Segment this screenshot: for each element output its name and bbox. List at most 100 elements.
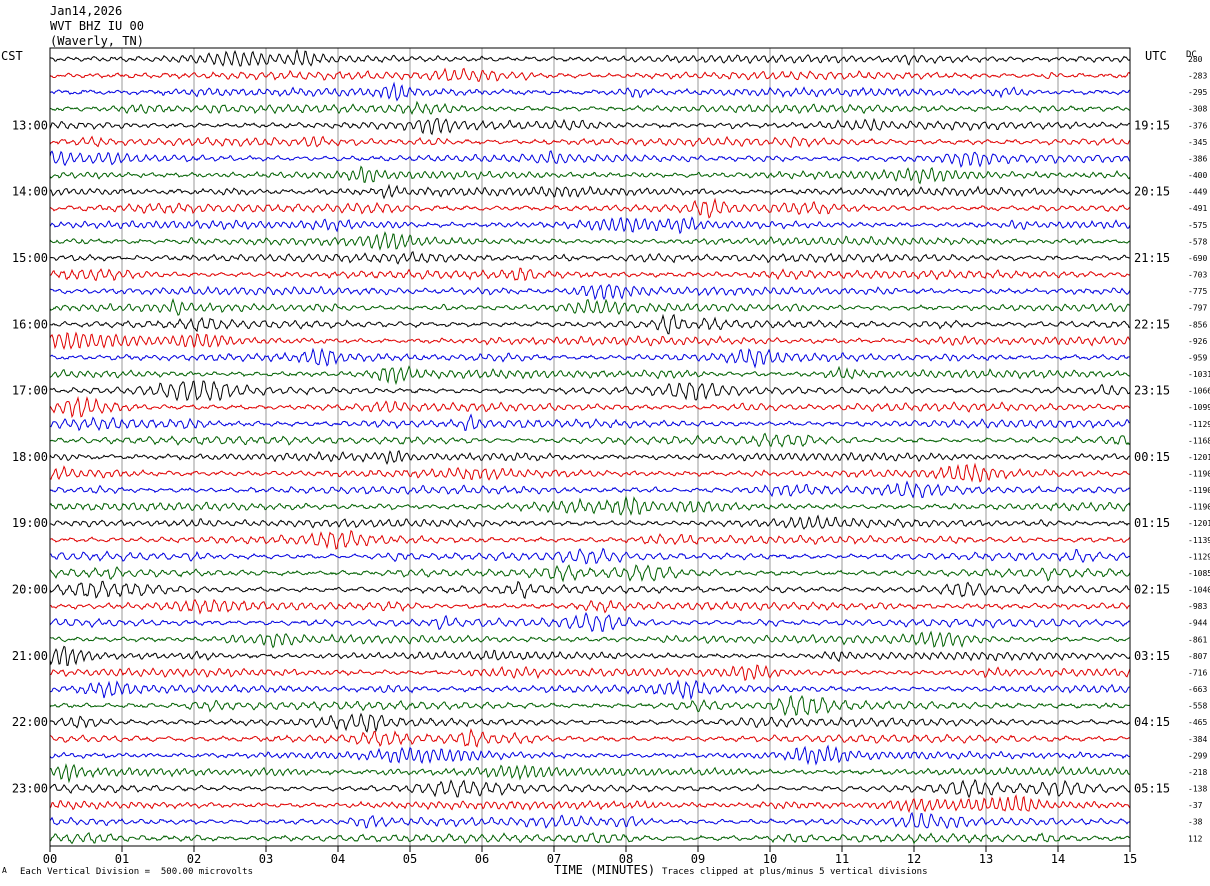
- dc-offset-label: -578: [1188, 237, 1207, 246]
- x-tick-label: 02: [187, 852, 201, 866]
- trace-line: [49, 183, 1131, 200]
- trace-line: [49, 197, 1131, 219]
- trace-line: [49, 432, 1131, 448]
- trace-line: [49, 135, 1131, 149]
- dc-offset-label: -944: [1188, 619, 1207, 628]
- trace-line: [49, 331, 1131, 351]
- dc-offset-label: -1129: [1188, 420, 1210, 429]
- trace-line: [49, 794, 1131, 814]
- dc-offset-label: 112: [1188, 834, 1203, 843]
- left-hour-label: 17:00: [12, 384, 48, 398]
- dc-offset-label: -1190: [1188, 470, 1210, 479]
- trace-line: [49, 694, 1131, 717]
- dc-offset-label: -856: [1188, 320, 1207, 329]
- trace-line: [49, 832, 1131, 845]
- trace-line: [49, 811, 1131, 830]
- right-hour-labels: 19:15 20:15 21:15 22:15 23:15 00:15 01:15 02:15…: [1134, 118, 1170, 795]
- x-tick-label: 09: [691, 852, 705, 866]
- dc-column-label: DC: [1186, 50, 1197, 60]
- station-location: (Waverly, TN): [50, 34, 144, 48]
- dc-offset-label: -1201: [1188, 519, 1210, 528]
- dc-offset-label: -703: [1188, 271, 1207, 280]
- trace-line: [49, 598, 1131, 615]
- clip-note: Traces clipped at plus/minus 5 vertical …: [662, 867, 928, 877]
- trace-line: [49, 231, 1131, 251]
- trace-line: [49, 564, 1131, 583]
- dc-offset-label: -663: [1188, 685, 1207, 694]
- x-tick-label: 03: [259, 852, 273, 866]
- trace-line: [49, 612, 1131, 633]
- plot-border: [49, 47, 1131, 847]
- dc-offset-label: -384: [1188, 735, 1207, 744]
- trace-line: [49, 283, 1131, 301]
- dc-offset-label: -861: [1188, 635, 1207, 644]
- dc-offset-label: -1190: [1188, 503, 1210, 512]
- dc-offset-label: -299: [1188, 751, 1207, 760]
- dc-offset-label: 280: [1188, 55, 1203, 64]
- trace-line: [49, 150, 1131, 168]
- dc-offset-label: -295: [1188, 88, 1207, 97]
- dc-offset-label: -218: [1188, 768, 1207, 777]
- left-hour-label: 20:00: [12, 583, 48, 597]
- x-tick-label: 00: [43, 852, 57, 866]
- x-tick-label: 08: [619, 852, 633, 866]
- right-hour-label: 20:15: [1134, 185, 1170, 199]
- left-hour-label: 13:00: [12, 118, 48, 132]
- dc-offset-label: -1201: [1188, 453, 1210, 462]
- trace-line: [49, 778, 1131, 799]
- left-hour-label: 16:00: [12, 317, 48, 331]
- x-tick-label: 07: [547, 852, 561, 866]
- left-hour-label: 14:00: [12, 185, 48, 199]
- dc-offset-label: -1139: [1188, 536, 1210, 545]
- dc-offset-label: -558: [1188, 702, 1207, 711]
- right-hour-label: 22:15: [1134, 317, 1170, 331]
- left-hour-label: 19:00: [12, 516, 48, 530]
- x-tick-label: 06: [475, 852, 489, 866]
- trace-line: [49, 679, 1131, 701]
- right-hour-label: 01:15: [1134, 516, 1170, 530]
- time-grid: [121, 48, 1059, 846]
- trace-line: [49, 712, 1131, 733]
- trace-line: [49, 763, 1131, 784]
- dc-offset-label: -449: [1188, 188, 1207, 197]
- trace-line: [50, 514, 1131, 530]
- dc-offset-label: -138: [1188, 785, 1207, 794]
- corner-mark: A: [2, 866, 7, 875]
- dc-offset-label: -376: [1188, 121, 1207, 130]
- dc-offset-label: -38: [1188, 818, 1203, 827]
- dc-offset-label: -1099: [1188, 403, 1210, 412]
- dc-offset-label: -690: [1188, 254, 1207, 263]
- x-tick-label: 14: [1051, 852, 1065, 866]
- x-tick-label: 05: [403, 852, 417, 866]
- trace-line: [49, 728, 1131, 748]
- dc-offset-label: -283: [1188, 72, 1207, 81]
- right-hour-label: 19:15: [1134, 118, 1170, 132]
- trace-line: [49, 117, 1131, 136]
- trace-line: [49, 462, 1131, 483]
- dc-offset-label: -926: [1188, 337, 1207, 346]
- trace-line: [49, 480, 1131, 499]
- right-hour-label: 02:15: [1134, 583, 1170, 597]
- trace-line: [49, 495, 1131, 516]
- dc-offset-label: -491: [1188, 204, 1207, 213]
- trace-line: [49, 645, 1131, 666]
- dc-offset-label: -345: [1188, 138, 1207, 147]
- dc-offset-label: -983: [1188, 602, 1207, 611]
- left-hour-labels: 13:00 14:00 15:00 16:00 17:00 18:00 19:00 20:00…: [12, 118, 48, 795]
- trace-line: [49, 365, 1131, 386]
- trace-line: [49, 450, 1131, 466]
- dc-offset-label: -797: [1188, 304, 1207, 313]
- trace-line: [49, 298, 1131, 316]
- x-tick-label: 13: [979, 852, 993, 866]
- right-timezone-label: UTC: [1145, 49, 1167, 63]
- x-tick-label: 11: [835, 852, 849, 866]
- trace-line: [49, 744, 1131, 766]
- left-timezone-label: CST: [1, 49, 23, 63]
- x-tick-label: 10: [763, 852, 777, 866]
- trace-line: [49, 48, 1131, 67]
- right-hour-label: 23:15: [1134, 384, 1170, 398]
- plot-frame: [49, 47, 1131, 847]
- x-axis-ticks: 00 01 02 03 04 05 06 07 08 09 10 11 12 13 14 15: [43, 846, 1137, 866]
- trace-line: [49, 267, 1131, 282]
